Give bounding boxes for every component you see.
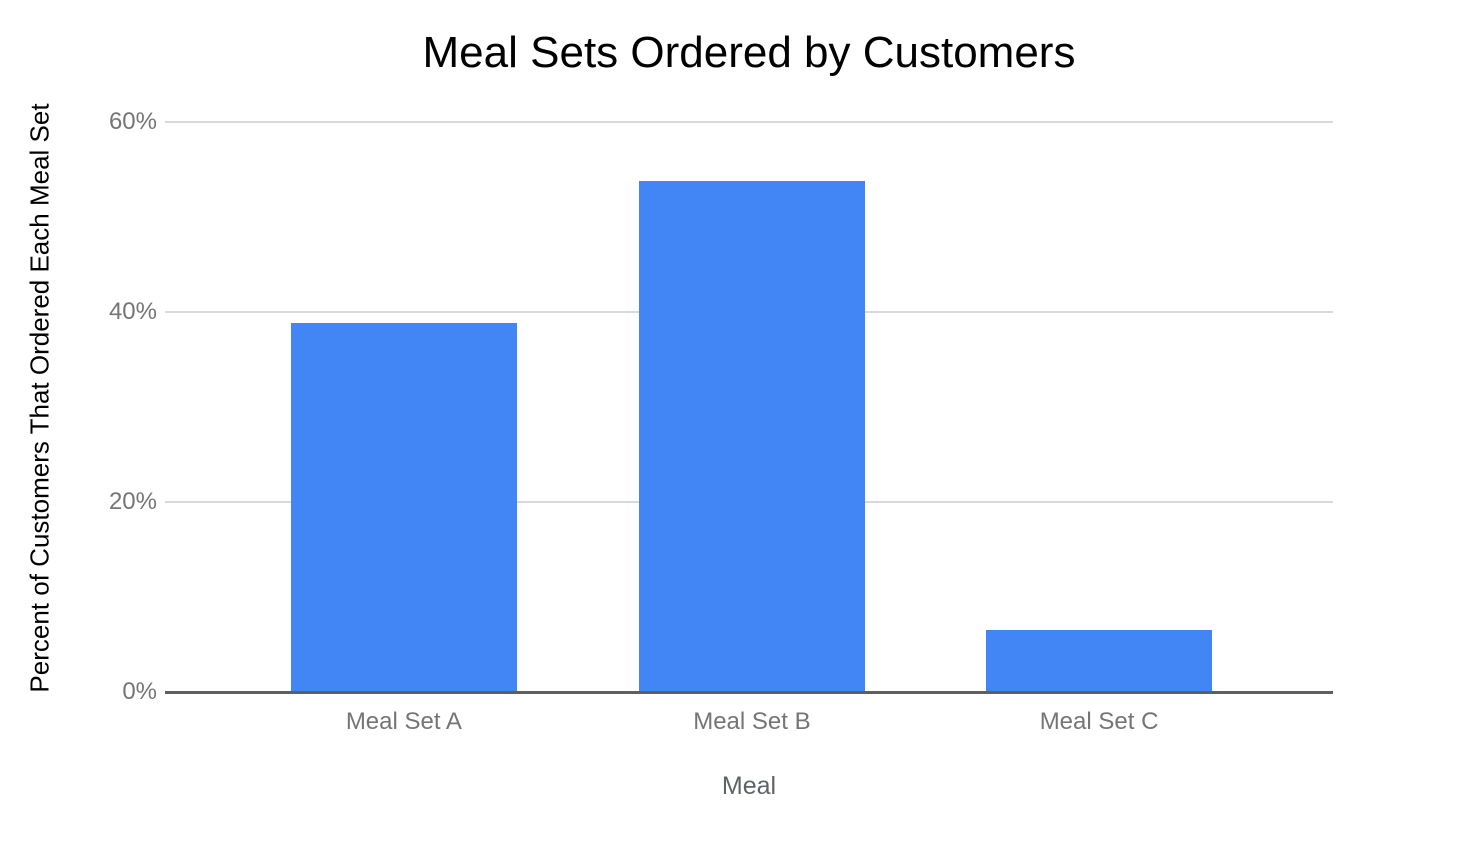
y-tick-label: 20% [108, 488, 157, 515]
bar-meal-set-a [290, 323, 517, 692]
plot-area [165, 121, 1333, 694]
y-tick-label: 0% [122, 678, 157, 705]
x-axis-baseline [165, 690, 1333, 694]
bar-meal-set-c [986, 630, 1213, 692]
x-axis-category-labels: Meal Set A Meal Set B Meal Set C [165, 708, 1333, 738]
y-axis-tick-labels: 0% 20% 40% 60% [0, 110, 157, 704]
x-category-label: Meal Set C [1039, 708, 1159, 735]
x-category-label: Meal Set B [693, 708, 811, 735]
bar-meal-set-b [638, 180, 865, 692]
x-category-label: Meal Set A [345, 708, 462, 735]
x-axis-title: Meal [721, 772, 777, 800]
chart-title: Meal Sets Ordered by Customers [422, 28, 1076, 77]
y-tick-label: 60% [108, 108, 157, 135]
gridline [165, 121, 1333, 123]
y-tick-label: 40% [108, 298, 157, 325]
